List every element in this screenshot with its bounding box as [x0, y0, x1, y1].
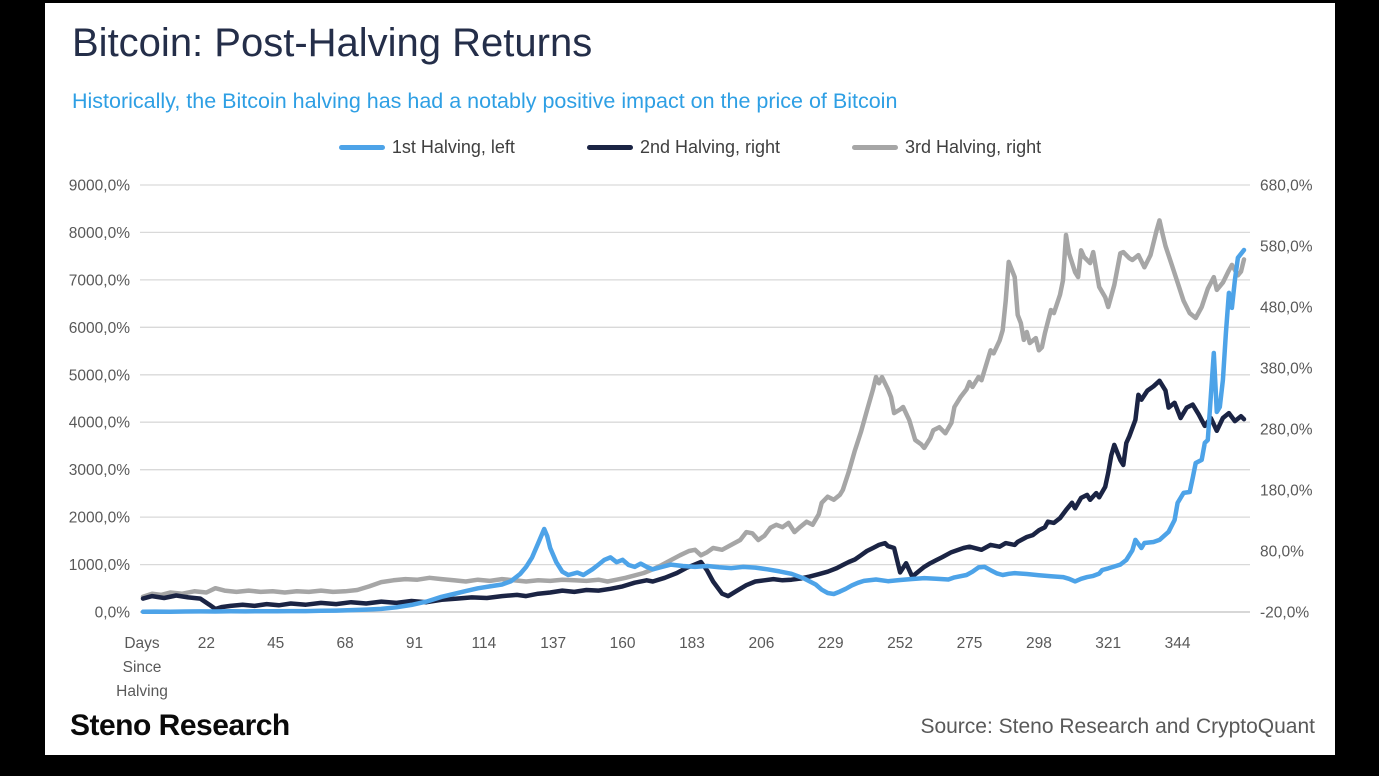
legend-item-1st-halving: 1st Halving, left — [338, 137, 515, 158]
right-axis-tick-label: -20,0% — [1260, 605, 1309, 622]
series-line-3rd-halving-right — [140, 218, 1247, 600]
x-axis-tick-label: 275 — [957, 635, 983, 652]
legend-label: 1st Halving, left — [391, 137, 515, 157]
source-attribution: Source: Steno Research and CryptoQuant — [920, 715, 1315, 738]
series-line-2nd-halving-right — [140, 378, 1247, 612]
x-axis-tick-label: 45 — [267, 635, 284, 652]
x-axis-tick-label: 114 — [472, 635, 497, 652]
x-axis-title: Days — [124, 635, 160, 652]
x-axis-tick-label: 206 — [748, 635, 774, 652]
right-axis-tick-label: 280,0% — [1260, 422, 1313, 439]
left-axis-tick-label: 9000,0% — [69, 178, 130, 195]
right-axis-tick-label: 680,0% — [1260, 178, 1313, 195]
brand-logo: Steno Research — [70, 709, 290, 742]
legend-line-swatch-icon — [852, 145, 899, 150]
legend-line-swatch-icon — [586, 145, 633, 150]
x-axis-tick-label: 344 — [1165, 635, 1191, 652]
right-axis-tick-label: 380,0% — [1260, 361, 1313, 378]
right-axis-tick-label: 580,0% — [1260, 239, 1313, 256]
chart-plot-area: 9000,0% 8000,0% 7000,0% 6000,0% 5000,0% 4000,… — [69, 178, 1313, 701]
x-axis-tick-label: 68 — [336, 635, 353, 652]
x-axis-tick-label: 22 — [198, 635, 215, 652]
left-axis-tick-label: 3000,0% — [69, 462, 130, 479]
right-axis-tick-label: 480,0% — [1260, 300, 1313, 317]
x-axis-tick-label: 183 — [679, 635, 705, 652]
legend-line-swatch-icon — [338, 145, 385, 150]
x-axis-title: Halving — [116, 683, 168, 700]
legend-item-2nd-halving: 2nd Halving, right — [586, 137, 781, 158]
left-axis-tick-label: 4000,0% — [69, 415, 130, 432]
legend-label: 2nd Halving, right — [639, 137, 781, 157]
left-axis-tick-label: 1000,0% — [69, 557, 130, 574]
legend-label: 3rd Halving, right — [905, 137, 1042, 157]
left-axis-tick-label: 0,0% — [95, 605, 131, 622]
x-axis-tick-label: 91 — [406, 635, 423, 652]
x-axis-tick-label: 298 — [1026, 635, 1052, 652]
slide-background: Bitcoin: Post-Halving Returns Historical… — [45, 3, 1335, 755]
x-axis-tick-label: 229 — [818, 635, 844, 652]
x-axis-tick-label: 252 — [887, 635, 913, 652]
chart-legend: 1st Halving, left 2nd Halving, right 3rd… — [45, 137, 1335, 158]
left-axis-tick-label: 5000,0% — [69, 367, 130, 384]
left-axis-tick-label: 2000,0% — [69, 510, 130, 527]
left-axis-tick-label: 6000,0% — [69, 320, 130, 337]
series-line-1st-halving-left — [140, 247, 1247, 615]
right-axis-tick-label: 180,0% — [1260, 483, 1313, 500]
x-axis-title: Since — [123, 659, 162, 676]
x-axis-tick-label: 321 — [1095, 635, 1121, 652]
legend-item-3rd-halving: 3rd Halving, right — [852, 137, 1041, 158]
left-axis-tick-label: 7000,0% — [69, 272, 130, 289]
x-axis-tick-label: 137 — [540, 635, 566, 652]
page-subtitle: Historically, the Bitcoin halving has ha… — [72, 89, 898, 113]
x-axis-tick-label: 160 — [610, 635, 636, 652]
left-axis-tick-label: 8000,0% — [69, 225, 130, 242]
page-title: Bitcoin: Post-Halving Returns — [72, 21, 593, 65]
right-axis-tick-label: 80,0% — [1260, 544, 1304, 561]
